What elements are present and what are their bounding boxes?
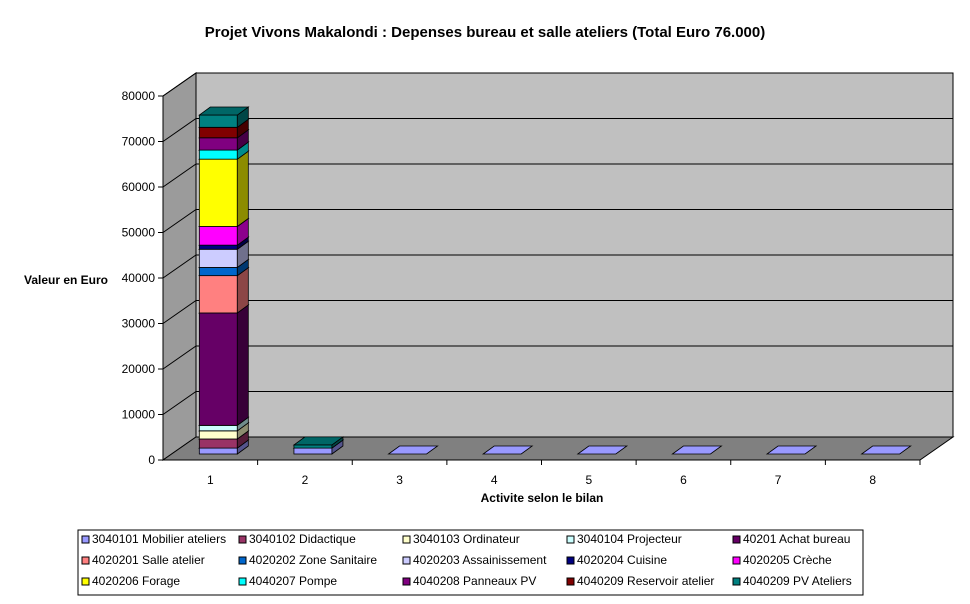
bar-segment-side [236, 304, 249, 427]
bar-segment [198, 158, 238, 227]
x-tick-label: 8 [869, 473, 876, 487]
legend-swatch [566, 556, 575, 565]
bar-segment [293, 447, 333, 455]
bar-segment [293, 444, 333, 449]
x-tick-label: 2 [302, 473, 309, 487]
bar-segment-top [198, 106, 250, 116]
bar-segment [387, 445, 439, 455]
legend-box [77, 529, 864, 596]
legend-swatch [238, 535, 247, 544]
legend-swatch [566, 535, 575, 544]
x-tick-label: 3 [396, 473, 403, 487]
bar-segment [198, 114, 238, 128]
gridline [162, 118, 953, 142]
bar-segment [198, 149, 238, 160]
gridline [162, 72, 953, 97]
bar-segment [481, 445, 534, 455]
bar-segment [198, 226, 238, 246]
bar-segment-side [236, 150, 249, 228]
y-axis-label: Valeur en Euro [24, 273, 108, 287]
gridline [162, 209, 953, 233]
bar-segment [198, 267, 238, 277]
plot-area: 0 10000 20000 30000 40000 50000 60000 70000 8000… [122, 72, 955, 487]
y-tick-label: 0 [148, 453, 155, 467]
legend-label: 4020202 Zone Sanitaire [249, 553, 377, 567]
bar-segment [198, 275, 238, 314]
legend-swatch [81, 535, 90, 544]
legend-label: 40201 Achat bureau [743, 532, 850, 546]
x-tick-label: 1 [207, 473, 214, 487]
x-tick-label: 6 [680, 473, 687, 487]
legend-label: 4040209 PV Ateliers [743, 574, 852, 588]
bar-segment [198, 248, 238, 268]
y-tick-label: 80000 [122, 89, 156, 103]
chart-title: Projet Vivons Makalondi : Depenses burea… [205, 24, 765, 41]
bar-segment [671, 445, 723, 455]
legend: 3040101 Mobilier ateliers 3040102 Didacti… [77, 529, 864, 596]
y-tick-label: 30000 [122, 317, 156, 331]
legend-swatch [566, 577, 575, 586]
gridline [162, 254, 953, 279]
legend-swatch [402, 577, 411, 586]
legend-label: 3040103 Ordinateur [413, 532, 520, 546]
legend-label: 4020205 Crèche [743, 553, 832, 567]
bar-segment [576, 445, 629, 455]
bar-segment [198, 424, 238, 432]
legend-swatch [81, 577, 90, 586]
legend-label: 4020206 Forage [92, 574, 180, 588]
bar-segment [198, 438, 238, 449]
legend-swatch [732, 577, 741, 586]
y-tick-label: 60000 [122, 180, 156, 194]
bar-segment [860, 445, 912, 455]
bar-segment [198, 126, 238, 139]
gridline [162, 345, 953, 370]
legend-label: 4040208 Panneaux PV [413, 574, 536, 588]
y-tick-label: 10000 [122, 408, 156, 422]
legend-swatch [402, 556, 411, 565]
y-tick-label: 70000 [122, 135, 156, 149]
legend-swatch [732, 535, 741, 544]
legend-label: 3040101 Mobilier ateliers [92, 532, 226, 546]
legend-label: 4020204 Cuisine [577, 553, 667, 567]
legend-swatch [238, 556, 247, 565]
floor [161, 436, 955, 461]
gridline [162, 163, 953, 188]
legend-label: 4020201 Salle atelier [92, 553, 205, 567]
legend-label: 4020203 Assainissement [413, 553, 547, 567]
legend-label: 4040209 Reservoir atelier [577, 574, 714, 588]
gridline [162, 391, 953, 415]
gridline [162, 300, 953, 324]
legend-label: 3040102 Didactique [249, 532, 356, 546]
bar-segment [198, 430, 238, 440]
bar-segment-top [292, 436, 345, 446]
legend-swatch [732, 556, 741, 565]
legend-swatch [81, 556, 90, 565]
x-tick-label: 7 [775, 473, 782, 487]
bar-segment [198, 137, 238, 151]
x-tick-label: 5 [585, 473, 592, 487]
bar-segment [765, 445, 818, 455]
bar-segment [198, 447, 238, 455]
legend-swatch [402, 535, 411, 544]
legend-swatch [238, 577, 247, 586]
legend-label: 4040207 Pompe [249, 574, 337, 588]
x-axis-label: Activite selon le bilan [481, 491, 604, 505]
bar-segment [198, 244, 238, 250]
bar-segment [198, 312, 238, 426]
legend-label: 3040104 Projecteur [577, 532, 682, 546]
y-tick-label: 50000 [122, 226, 156, 240]
y-tick-label: 20000 [122, 362, 156, 376]
y-tick-label: 40000 [122, 271, 156, 285]
x-tick-label: 4 [491, 473, 498, 487]
